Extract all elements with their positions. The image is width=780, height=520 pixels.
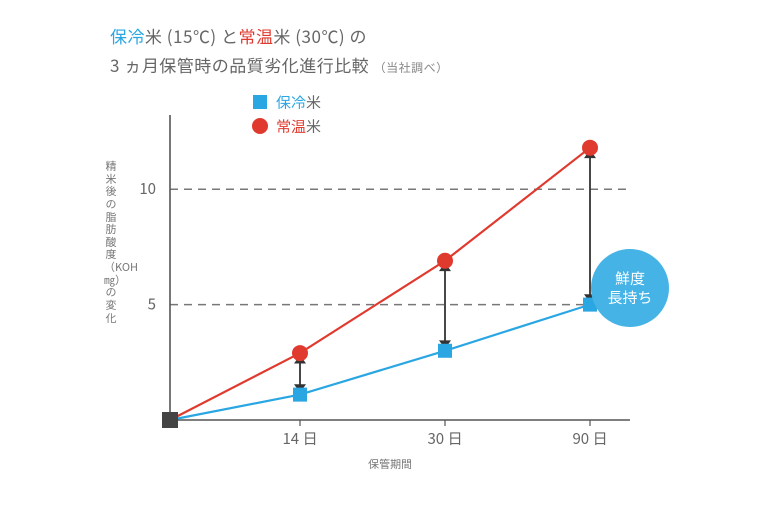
y-axis-label: 精米後の脂肪酸度（KOH㎎）の変化	[104, 160, 118, 324]
legend-label-colored: 常温	[276, 116, 306, 137]
legend-marker	[252, 118, 268, 134]
marker-room	[437, 253, 453, 269]
legend-item: 保冷米	[253, 92, 321, 113]
series-line-cold	[170, 305, 590, 420]
x-tick-label: 14 日	[282, 428, 317, 449]
legend-item: 常温米	[252, 116, 321, 137]
x-tick-label: 90 日	[572, 428, 607, 449]
legend-label-rest: 米	[306, 116, 321, 137]
title-cold-word: 保冷	[110, 23, 145, 48]
marker-room	[292, 345, 308, 361]
title-text-2: 米 (30℃) の	[273, 23, 366, 48]
x-tick-label: 30 日	[427, 428, 462, 449]
title-text-1: 米 (15℃) と	[145, 23, 238, 48]
marker-cold	[438, 344, 452, 358]
badge-line2: 長持ち	[607, 287, 652, 308]
origin-marker	[162, 412, 178, 428]
y-tick-label: 10	[139, 178, 156, 199]
marker-room	[582, 140, 598, 156]
chart-title: 保冷米 (15℃) と常温米 (30℃) の 3 ヵ月保管時の品質劣化進行比較 …	[110, 22, 449, 80]
title-room-word: 常温	[238, 23, 273, 48]
legend-label-colored: 保冷	[276, 92, 306, 113]
chart-area: 精米後の脂肪酸度（KOH㎎）の変化 51014 日30 日90 日保冷米常温米 …	[110, 90, 670, 470]
legend-marker	[253, 95, 267, 109]
title-line2: 3 ヵ月保管時の品質劣化進行比較	[110, 52, 369, 77]
chart-svg: 51014 日30 日90 日保冷米常温米	[110, 90, 670, 450]
badge-line1: 鮮度	[615, 268, 645, 289]
marker-cold	[293, 388, 307, 402]
x-axis-label: 保管期間	[110, 456, 670, 472]
legend-label-rest: 米	[306, 92, 321, 113]
y-tick-label: 5	[148, 294, 156, 315]
title-note: （当社調べ）	[374, 59, 449, 76]
freshness-badge: 鮮度 長持ち	[591, 249, 669, 327]
